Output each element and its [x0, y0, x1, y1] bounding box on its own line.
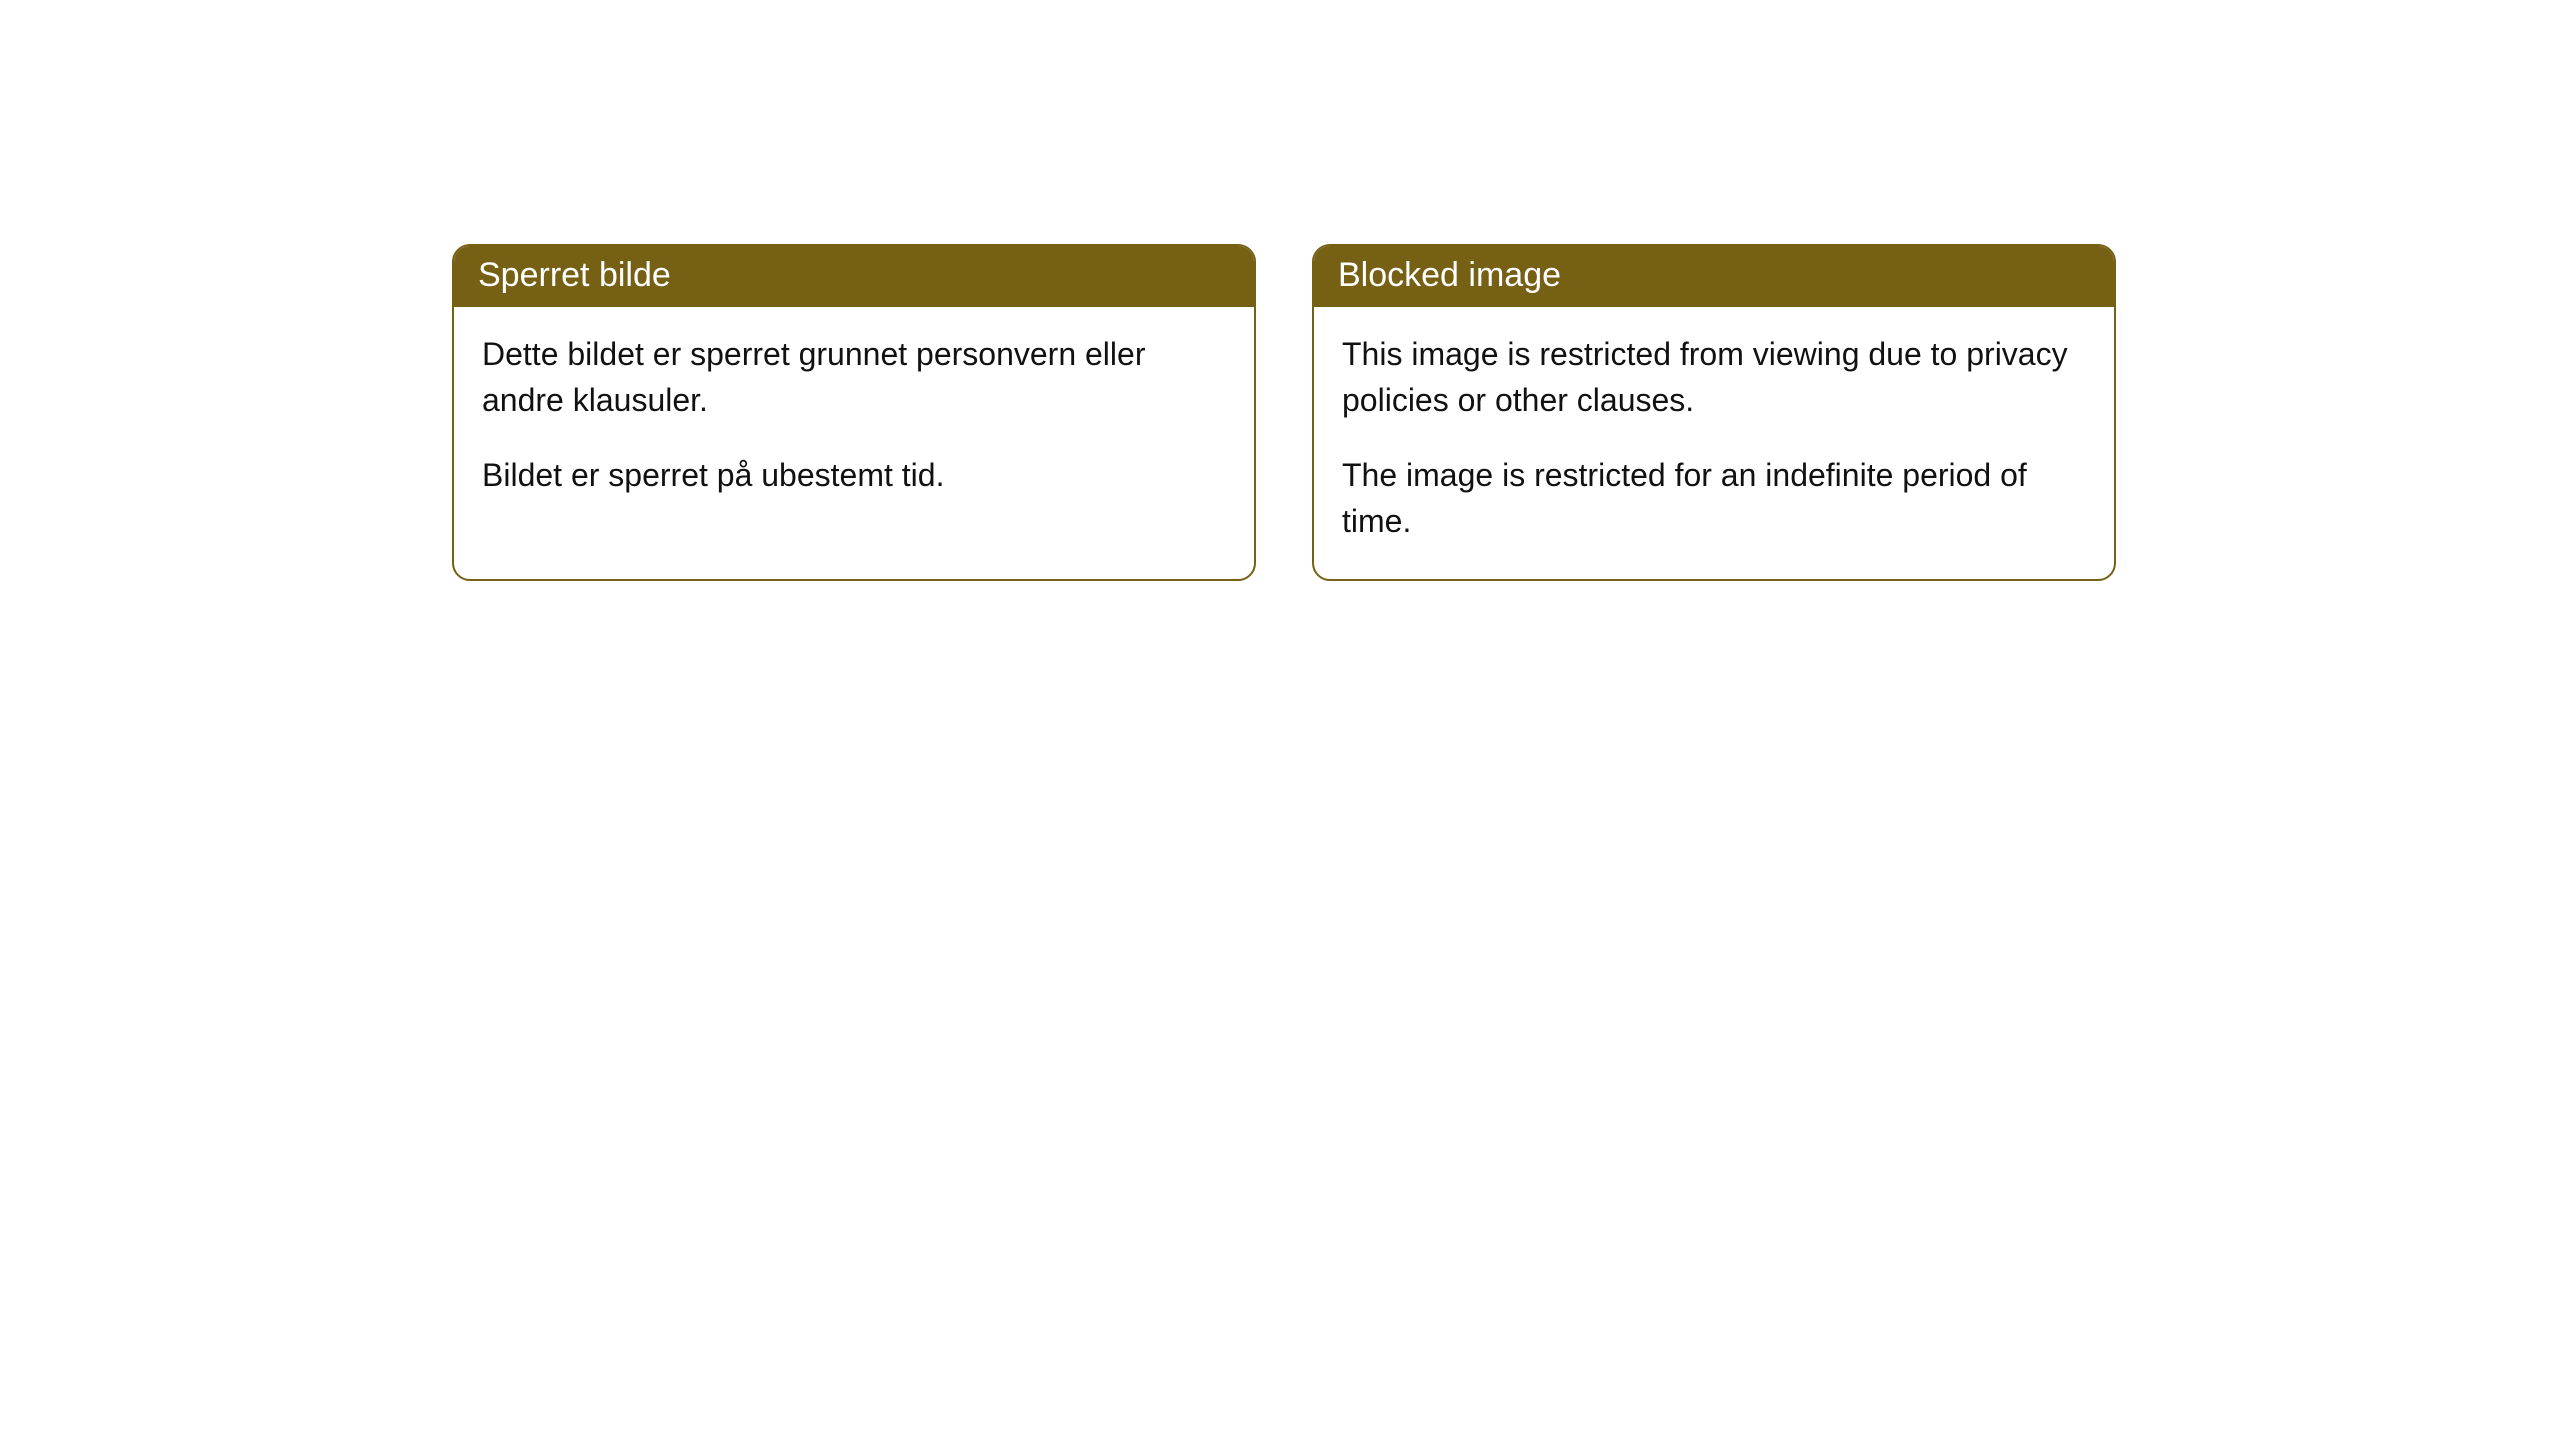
notice-container: Sperret bilde Dette bildet er sperret gr…	[0, 0, 2560, 581]
notice-card-norwegian: Sperret bilde Dette bildet er sperret gr…	[452, 244, 1256, 581]
notice-text-line: Dette bildet er sperret grunnet personve…	[482, 331, 1226, 424]
notice-card-english: Blocked image This image is restricted f…	[1312, 244, 2116, 581]
notice-text-line: Bildet er sperret på ubestemt tid.	[482, 452, 1226, 498]
notice-body-english: This image is restricted from viewing du…	[1314, 307, 2114, 579]
notice-header-english: Blocked image	[1314, 246, 2114, 307]
notice-text-line: This image is restricted from viewing du…	[1342, 331, 2086, 424]
notice-text-line: The image is restricted for an indefinit…	[1342, 452, 2086, 545]
notice-body-norwegian: Dette bildet er sperret grunnet personve…	[454, 307, 1254, 532]
notice-header-norwegian: Sperret bilde	[454, 246, 1254, 307]
